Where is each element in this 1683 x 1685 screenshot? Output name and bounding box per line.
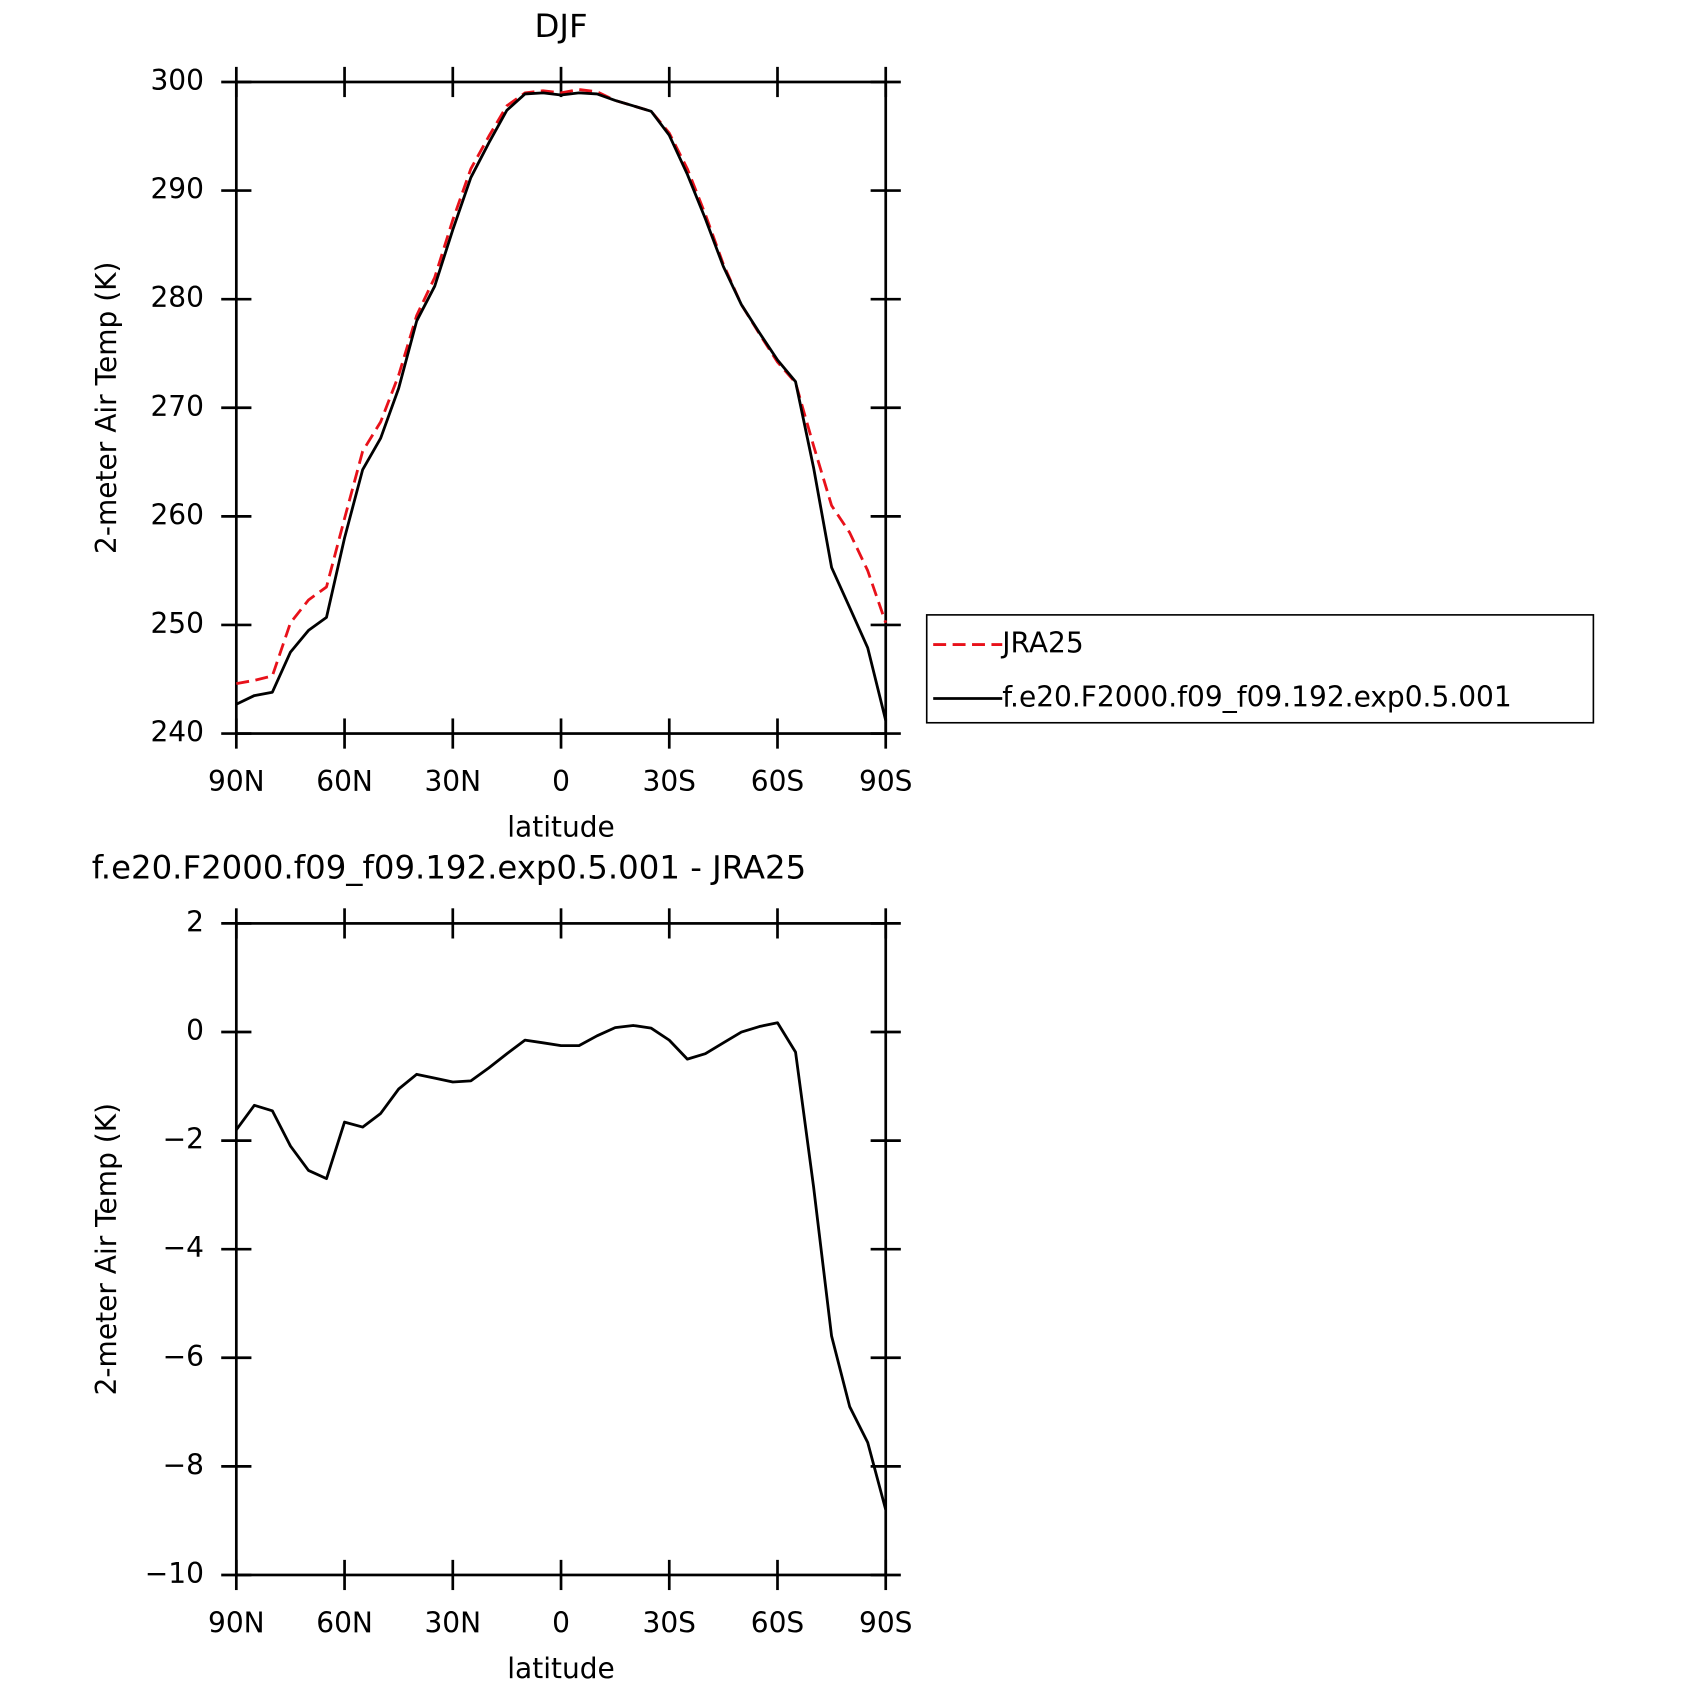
x-tick-label: 30N [424,1607,481,1640]
data-line [235,1021,888,1511]
x-tick-label: 30S [643,765,696,798]
legend-label: f.e20.F2000.f09_f09.192.exp0.5.001 [1002,680,1511,713]
x-tick-label: 60N [316,1607,373,1640]
y-tick-label: 300 [150,64,204,97]
legend-box [925,614,1595,724]
y-tick-label: −2 [163,1123,204,1156]
y-tick-label: −10 [145,1557,204,1590]
x-tick-label: 0 [552,765,570,798]
data-line [236,88,888,685]
y-tick-label: −4 [163,1231,204,1264]
x-tick-label: 30N [424,765,481,798]
x-tick-label: 30S [643,1607,696,1640]
x-tick-label: 60S [751,1607,804,1640]
x-axis-label: latitude [507,1652,615,1685]
y-axis-label: 2-meter Air Temp (K) [90,1103,123,1395]
x-tick-label: 90S [859,1607,912,1640]
x-tick-label: 0 [552,1607,570,1640]
y-tick-label: 280 [150,281,204,314]
plot-frame [234,922,888,1577]
chart-title: DJF [534,7,587,45]
x-tick-label: 60S [751,765,804,798]
chart-title: f.e20.F2000.f09_f09.192.exp0.5.001 - JRA… [92,848,806,886]
x-tick-label: 90N [208,1607,265,1640]
x-tick-label: 90S [859,765,912,798]
x-axis-label: latitude [507,810,615,843]
y-tick-label: 250 [150,607,204,640]
data-line [235,91,888,721]
legend-label: JRA25 [1000,627,1083,660]
y-tick-label: 270 [150,390,204,423]
x-tick-label: 60N [316,765,373,798]
y-tick-label: 290 [150,173,204,206]
y-tick-label: −6 [163,1340,204,1373]
y-tick-label: 0 [186,1014,204,1047]
y-axis-label: 2-meter Air Temp (K) [90,262,123,554]
y-tick-label: 2 [186,905,204,938]
y-tick-label: 240 [150,716,204,749]
x-tick-label: 90N [208,765,265,798]
plot-frame [234,80,888,735]
y-tick-label: −8 [163,1448,204,1481]
y-tick-label: 260 [150,498,204,531]
